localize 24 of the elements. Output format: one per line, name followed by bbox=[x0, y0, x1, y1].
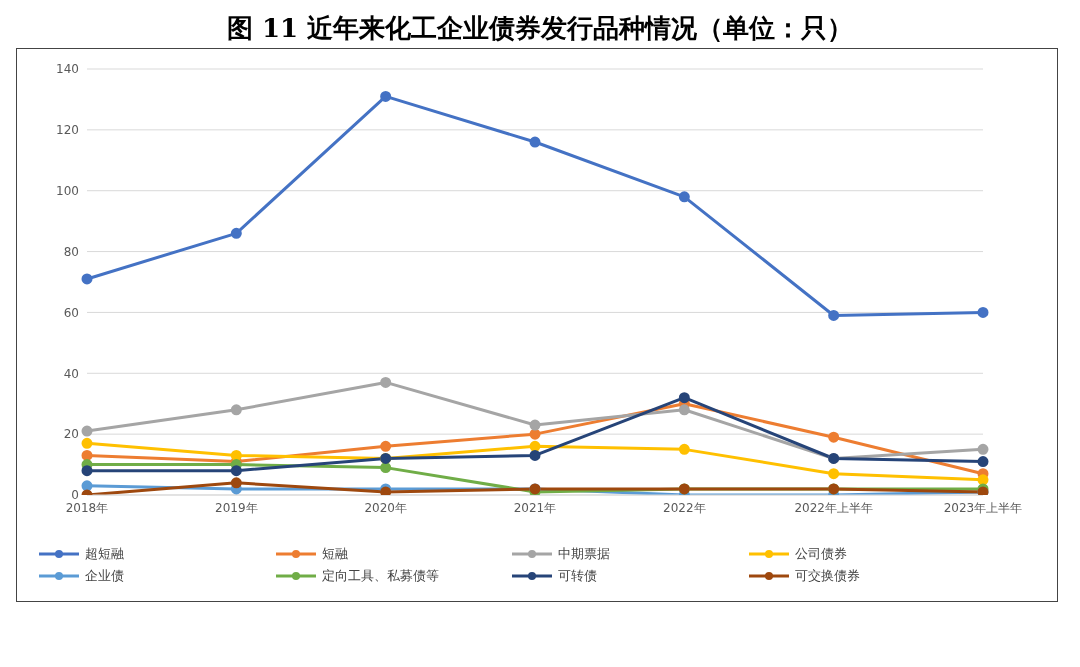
y-tick-label: 60 bbox=[63, 305, 79, 320]
x-tick-label: 2018年 bbox=[65, 500, 109, 515]
y-tick-label: 140 bbox=[56, 62, 79, 77]
y-tick-label: 100 bbox=[56, 183, 79, 198]
legend-label: 可交换债券 bbox=[794, 567, 860, 585]
legend-label: 企业债 bbox=[85, 567, 124, 585]
chart-title: 图 11 近年来化工企业债券发行品种情况（单位：只） bbox=[225, 12, 855, 45]
y-tick-label: 0 bbox=[71, 488, 79, 503]
x-tick-label: 2020年 bbox=[364, 500, 407, 515]
x-tick-label: 2019年 bbox=[215, 500, 258, 515]
legend-label: 定向工具、私募债等 bbox=[321, 567, 439, 585]
y-tick-label: 20 bbox=[63, 427, 79, 442]
legend-label: 可转债 bbox=[558, 567, 597, 585]
x-tick-label: 2022年上半年 bbox=[794, 500, 873, 515]
x-tick-label: 2023年上半年 bbox=[943, 500, 1023, 515]
legend-label: 短融 bbox=[321, 545, 348, 563]
legend-label: 公司债券 bbox=[794, 545, 847, 563]
legend-label: 中期票据 bbox=[558, 545, 610, 563]
y-tick-label: 40 bbox=[63, 366, 79, 381]
x-tick-label: 2022年 bbox=[663, 500, 706, 515]
y-tick-label: 120 bbox=[56, 123, 79, 138]
y-tick-label: 80 bbox=[63, 244, 79, 259]
legend-label: 超短融 bbox=[85, 545, 124, 563]
x-tick-label: 2021年 bbox=[513, 500, 557, 515]
